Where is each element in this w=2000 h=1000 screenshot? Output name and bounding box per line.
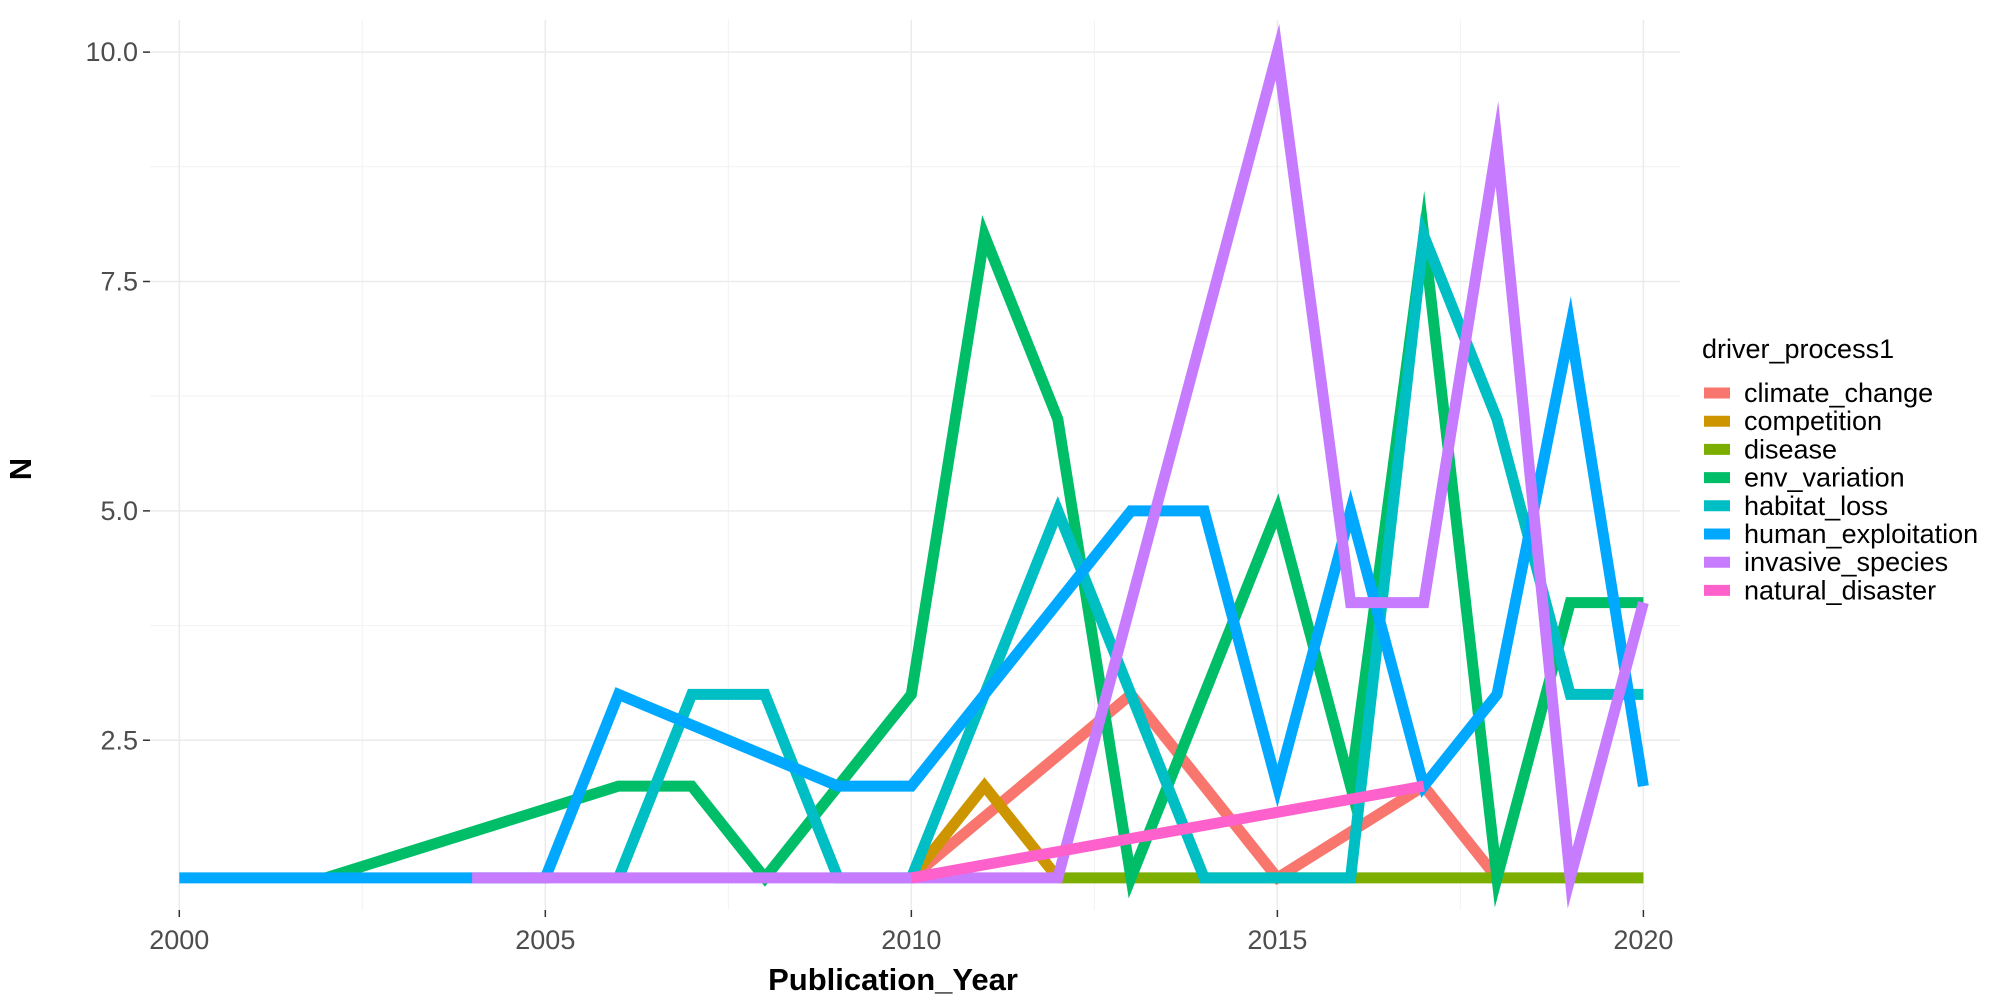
legend-label-disease: disease (1744, 434, 1837, 464)
y-axis: 2.5 5.0 7.5 10.0 (85, 37, 150, 755)
y-tick-label: 2.5 (100, 725, 138, 755)
legend: driver_process1 climate_changecompetitio… (1702, 334, 1978, 605)
series-line-env-variation (324, 190, 1644, 908)
legend-label-habitat-loss: habitat_loss (1744, 491, 1888, 521)
series-line-natural-disaster (910, 780, 1425, 884)
legend-title: driver_process1 (1702, 334, 1894, 364)
grid (150, 20, 1680, 910)
legend-label-invasive-species: invasive_species (1744, 547, 1948, 577)
y-tick-label: 5.0 (100, 496, 138, 526)
series-line-invasive-species (472, 23, 1649, 909)
x-axis: 2000 2005 2010 2015 2020 (149, 910, 1673, 955)
legend-label-env-variation: env_variation (1744, 463, 1905, 493)
legend-label-natural-disaster: natural_disaster (1744, 575, 1936, 605)
x-tick-label: 2020 (1613, 925, 1673, 955)
y-tick-label: 7.5 (100, 266, 138, 296)
legend-label-climate-change: climate_change (1744, 378, 1933, 408)
series-line-habitat-loss (613, 213, 1644, 884)
series-line-human-exploitation (179, 296, 1649, 884)
legend-label-competition: competition (1744, 406, 1882, 436)
legend-label-human-exploitation: human_exploitation (1744, 519, 1978, 549)
y-axis-title: N (3, 458, 38, 480)
x-tick-label: 2010 (881, 925, 941, 955)
x-tick-label: 2005 (515, 925, 575, 955)
x-tick-label: 2015 (1247, 925, 1307, 955)
x-axis-title: Publication_Year (768, 962, 1018, 997)
x-tick-label: 2000 (149, 925, 209, 955)
y-tick-label: 10.0 (85, 37, 138, 67)
series-lines (179, 23, 1649, 909)
series-line-competition (906, 777, 1063, 882)
